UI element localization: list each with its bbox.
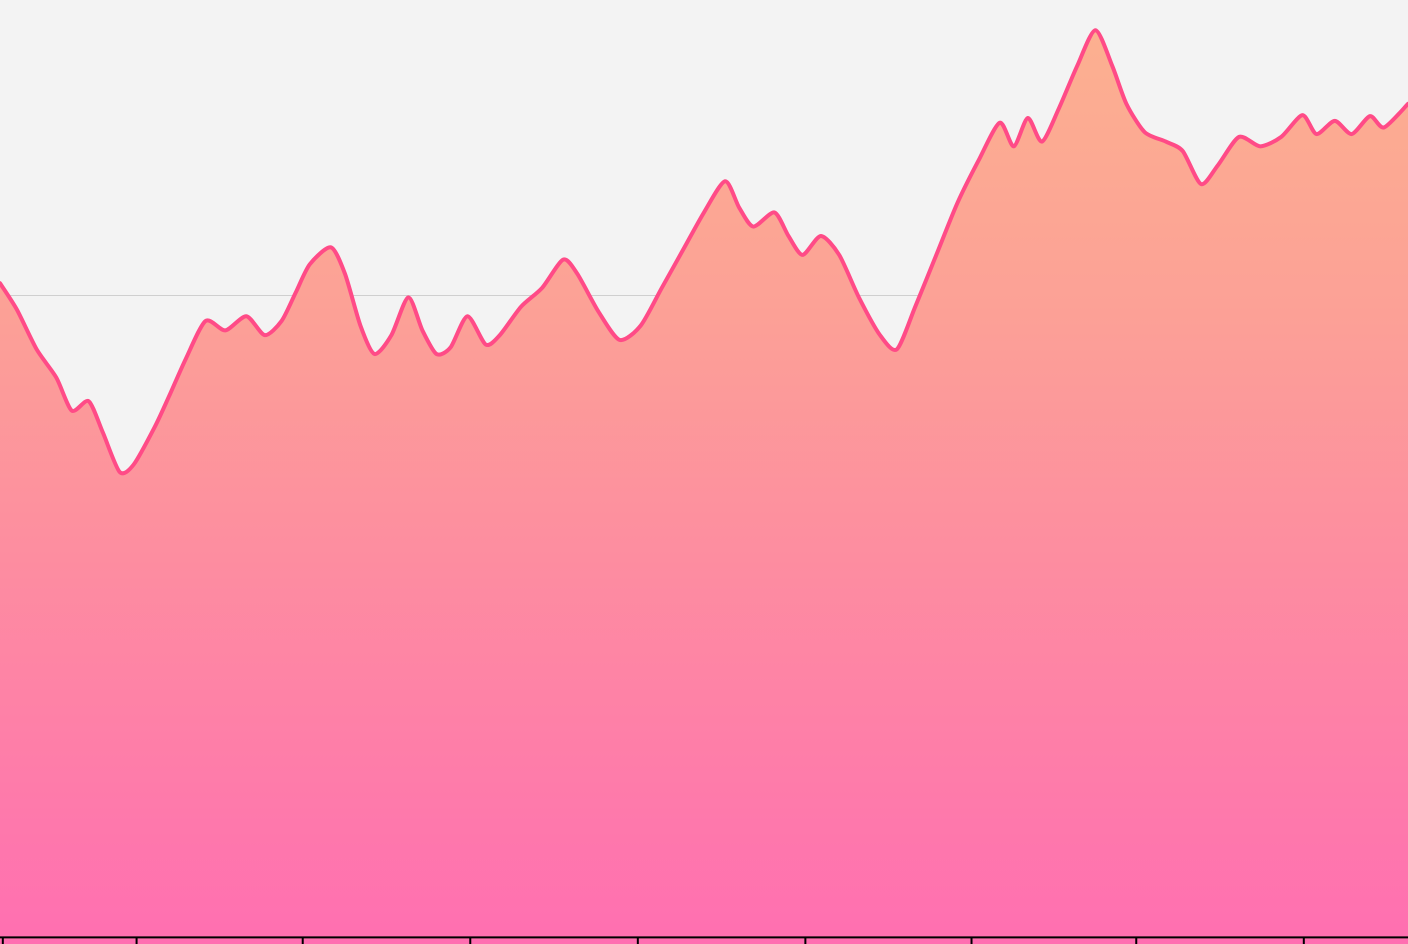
area-chart-svg bbox=[0, 0, 1408, 944]
area-chart bbox=[0, 0, 1408, 944]
